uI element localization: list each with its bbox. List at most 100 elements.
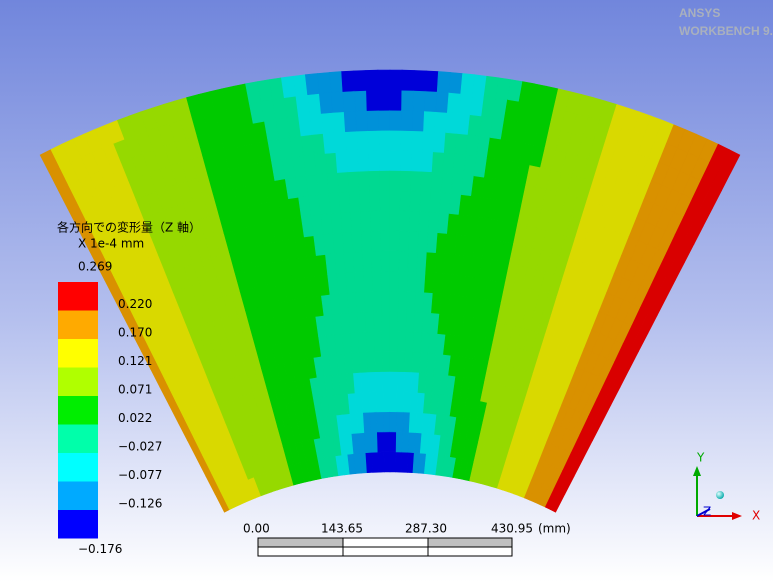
contour-cell xyxy=(380,250,391,272)
contour-cell xyxy=(389,310,399,332)
contour-cell xyxy=(389,371,398,393)
contour-cell xyxy=(400,109,414,132)
contour-cell xyxy=(420,170,433,193)
contour-cell xyxy=(367,150,380,172)
contour-cell xyxy=(332,111,346,133)
contour-cell xyxy=(359,351,369,373)
contour-cell xyxy=(369,190,381,212)
contour-cell xyxy=(397,331,407,352)
contour-cell xyxy=(410,170,422,192)
contour-cell xyxy=(371,270,382,292)
contour-cell xyxy=(414,291,425,313)
contour-cell xyxy=(408,230,420,252)
contour-cell xyxy=(389,250,400,272)
contour-cell xyxy=(401,89,414,111)
contour-cell xyxy=(400,130,413,152)
contour-cell xyxy=(383,431,391,453)
contour-cell xyxy=(406,291,417,313)
contour-cell xyxy=(389,89,403,111)
logo-brand: ANSYS xyxy=(679,6,720,20)
legend-swatch xyxy=(58,282,98,311)
contour-cell xyxy=(389,109,402,131)
contour-cell xyxy=(345,271,356,294)
legend: 各方向での変形量（Z 軸） X 1e-4 mm 0.269 0.220 0.170 0… xyxy=(57,220,201,557)
contour-cell xyxy=(374,371,384,393)
contour-cell xyxy=(382,411,391,433)
contour-cell xyxy=(357,331,368,353)
contour-cell xyxy=(343,251,355,274)
contour-cell xyxy=(417,231,429,253)
contour-cell xyxy=(380,270,391,292)
legend-swatch xyxy=(58,424,98,453)
contour-cell xyxy=(332,232,345,254)
contour-cell xyxy=(400,150,413,172)
contour-cell xyxy=(377,69,391,91)
contour-cell xyxy=(422,130,435,153)
contour-cell xyxy=(366,351,376,373)
scale-label: 0.00 xyxy=(243,522,270,536)
legend-label: −0.027 xyxy=(118,440,162,454)
x-arrowhead xyxy=(732,512,742,520)
scale-unit: (mm) xyxy=(538,522,571,536)
legend-swatch xyxy=(58,367,98,396)
contour-cell xyxy=(342,90,356,113)
contour-cell xyxy=(421,150,434,173)
contour-cell xyxy=(403,371,413,393)
contour-cell xyxy=(335,151,349,173)
contour-cell xyxy=(389,391,398,413)
contour-cell xyxy=(329,71,344,93)
legend-swatch xyxy=(58,481,98,510)
contour-cell xyxy=(364,311,375,333)
contour-cell xyxy=(326,172,340,194)
z-axis-arrow xyxy=(696,508,711,517)
axis-triad: Y Z X xyxy=(693,451,760,523)
contour-cell xyxy=(389,190,401,212)
contour-cell xyxy=(405,311,416,333)
contour-cell xyxy=(351,231,363,253)
contour-cell xyxy=(370,230,382,252)
contour-cell xyxy=(396,391,405,413)
contour-cell xyxy=(356,130,369,152)
contour-cell xyxy=(371,451,379,473)
scale-segment xyxy=(427,537,513,548)
contour-cell xyxy=(432,131,447,153)
contour-cell xyxy=(389,351,398,372)
contour-cell xyxy=(415,271,427,293)
contour-cell xyxy=(358,170,370,192)
contour-cell xyxy=(372,290,383,312)
contour-cell xyxy=(416,251,428,273)
contour-cell xyxy=(403,391,412,413)
contour-cell xyxy=(379,190,391,212)
legend-label: 0.121 xyxy=(118,354,152,368)
contour-cell xyxy=(409,190,421,212)
contour-cell xyxy=(360,230,372,252)
contour-cell xyxy=(370,431,379,453)
contour-cell xyxy=(379,170,391,192)
contour-cell xyxy=(378,150,391,171)
contour-cell xyxy=(307,93,322,116)
contour-cell xyxy=(418,211,430,233)
contour-cell xyxy=(382,351,391,372)
contour-cell xyxy=(446,92,462,114)
contour-cell xyxy=(396,351,406,373)
logo-product: WORKBENCH 9.0 xyxy=(679,24,773,38)
contour-cell xyxy=(360,371,370,393)
contour-cell xyxy=(368,391,377,413)
contour-cell xyxy=(413,311,424,333)
contour-cell xyxy=(382,391,391,413)
contour-cell xyxy=(431,151,445,173)
contour-cell xyxy=(389,290,399,312)
contour-cell xyxy=(361,391,371,413)
x-label: X xyxy=(752,509,760,523)
legend-label: 0.220 xyxy=(118,297,152,311)
contour-cell xyxy=(366,89,379,111)
contour-cell xyxy=(367,371,377,393)
contour-cell xyxy=(364,431,373,454)
contour-cell xyxy=(359,190,371,212)
contour-cell xyxy=(430,171,443,193)
contour-cell xyxy=(389,150,402,171)
contour-cell xyxy=(389,210,401,232)
contour-cell xyxy=(304,73,320,96)
contour-cell xyxy=(341,70,355,92)
contour-cell xyxy=(337,171,350,193)
